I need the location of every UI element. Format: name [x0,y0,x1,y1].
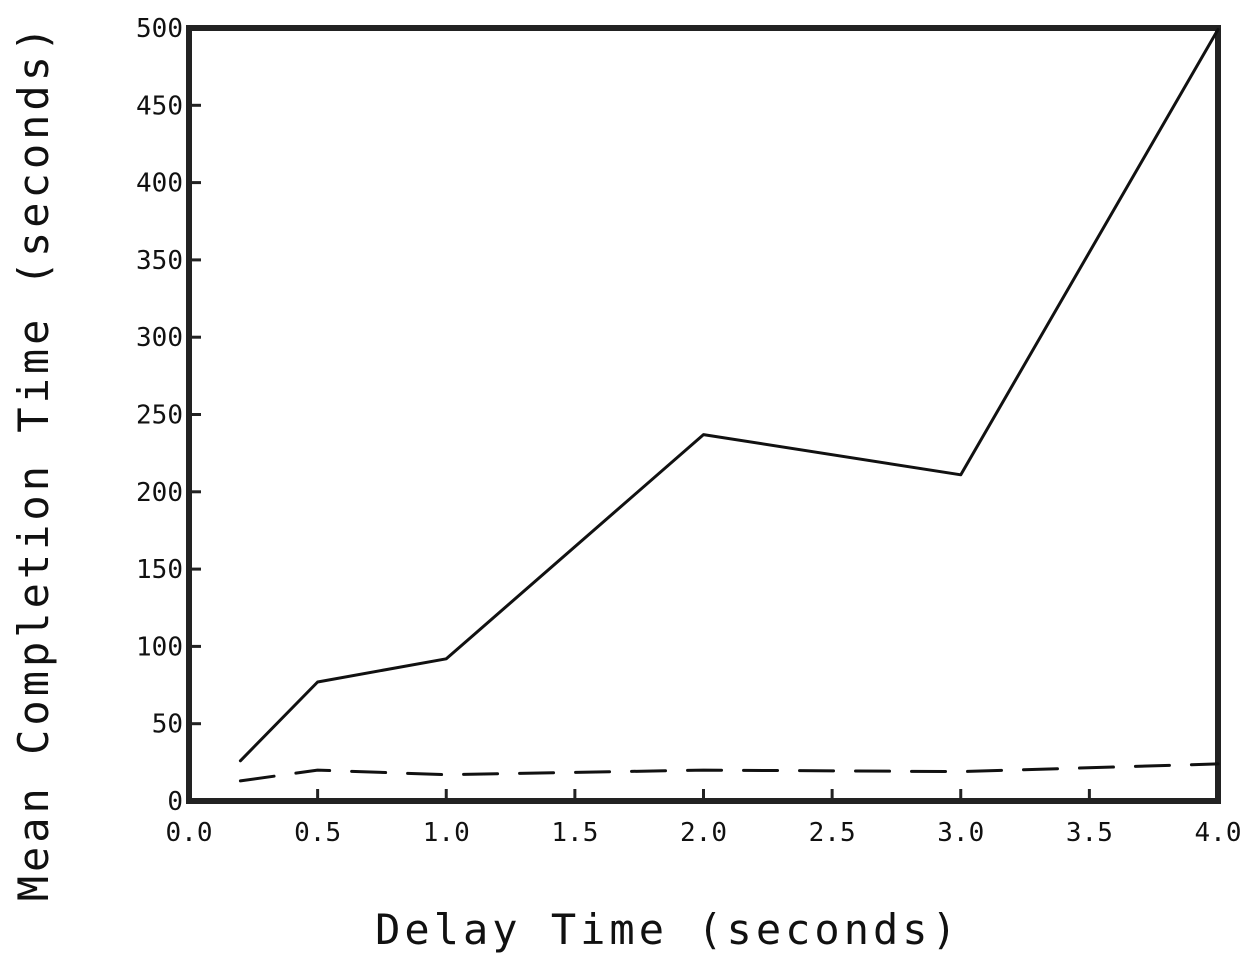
x-tick-label: 3.0 [937,818,984,848]
x-tick-label: 2.5 [809,818,856,848]
y-tick-label: 300 [136,323,183,353]
y-tick-label: 150 [136,555,183,585]
x-tick-label: 2.0 [680,818,727,848]
y-tick-label: 450 [136,91,183,121]
y-tick-label: 100 [136,632,183,662]
y-tick-label: 0 [167,787,183,817]
x-tick-label: 1.5 [551,818,598,848]
y-tick-label: 350 [136,246,183,276]
y-tick-label: 50 [152,710,183,740]
x-tick-label: 0.0 [166,818,213,848]
y-axis-title: Mean Completion Time (seconds) [9,23,58,902]
y-tick-label: 200 [136,478,183,508]
x-tick-label: 3.5 [1066,818,1113,848]
y-tick-label: 500 [136,14,183,44]
x-tick-label: 1.0 [423,818,470,848]
x-tick-label: 4.0 [1195,818,1242,848]
y-tick-label: 400 [136,169,183,199]
dashed-series-line [238,762,1220,783]
x-tick-label: 0.5 [294,818,341,848]
solid-series-line [238,28,1220,763]
plot-frame [186,25,1221,804]
y-tick-label: 250 [136,401,183,431]
x-axis-title: Delay Time (seconds) [375,905,961,953]
